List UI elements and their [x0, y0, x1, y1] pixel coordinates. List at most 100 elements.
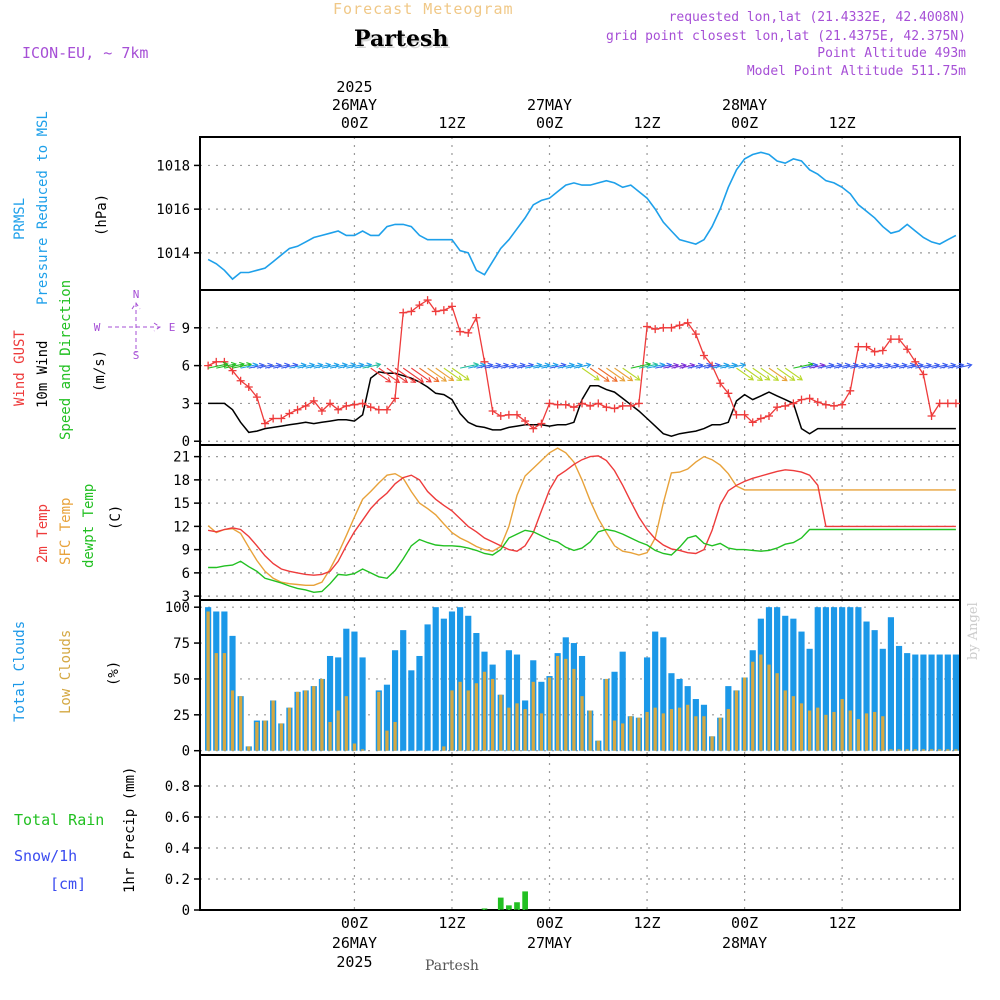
- low-cloud-bar: [848, 710, 852, 751]
- wind-gust-marker: [651, 325, 660, 334]
- temp-legend-2m: 2m Temp: [35, 504, 51, 563]
- y-tick-label: 0.8: [165, 779, 190, 795]
- wind-direction-arrow: [273, 364, 290, 369]
- wind-direction-arrow: [679, 364, 695, 369]
- y-tick-label: 1016: [156, 202, 190, 218]
- wind-gust-marker: [846, 386, 855, 395]
- low-cloud-bar: [230, 690, 235, 751]
- wind-gust-marker: [504, 410, 513, 419]
- compass-rose: [108, 302, 161, 353]
- low-cloud-bar: [612, 720, 617, 751]
- low-cloud-bar: [921, 749, 926, 751]
- low-cloud-bar: [295, 691, 300, 751]
- total-cloud-bar: [351, 631, 358, 751]
- total-cloud-bar: [643, 657, 651, 751]
- wind-gust-marker: [594, 399, 603, 408]
- wind-direction-arrow: [695, 364, 712, 369]
- wind-direction-arrow: [614, 367, 633, 382]
- wind-direction-arrowhead: [385, 377, 392, 383]
- wind-direction-arrow: [224, 363, 245, 369]
- temp-legend-dewpt: dewpt Temp: [81, 484, 97, 568]
- wind-direction-arrow: [939, 364, 956, 369]
- low-cloud-bar: [791, 696, 795, 751]
- wind-direction-arrow: [248, 364, 264, 369]
- compass-south: S: [133, 349, 140, 362]
- low-cloud-bar: [661, 713, 665, 751]
- wind-direction-arrow: [516, 364, 534, 369]
- wind-direction-arrow: [289, 364, 306, 369]
- wind-direction-arrow: [419, 367, 439, 383]
- top-time-tick-label: 00Z: [536, 114, 563, 132]
- wind-gust-marker: [326, 399, 335, 408]
- wind-direction-arrow: [825, 364, 842, 369]
- y-tick-label: 50: [173, 672, 190, 688]
- low-cloud-bar: [556, 655, 560, 751]
- wind-direction-arrow: [508, 364, 525, 369]
- wind-gust-marker: [716, 379, 725, 388]
- wind-direction-arrow: [427, 367, 447, 382]
- wind-direction-arrowhead: [634, 375, 641, 381]
- wind-gust-marker: [293, 405, 302, 414]
- low-cloud-bar: [450, 690, 454, 751]
- page-title: Partesh: [354, 26, 449, 52]
- low-cloud-bar: [263, 720, 267, 751]
- y-tick-label: 18: [173, 473, 190, 489]
- wind-direction-arrowhead: [789, 375, 796, 381]
- temp-sfc-line: [207, 447, 956, 586]
- low-cloud-bar: [539, 713, 544, 751]
- wind-gust-marker: [407, 307, 416, 316]
- wind-direction-arrowhead: [410, 377, 417, 383]
- wind-gust-marker: [951, 399, 960, 408]
- wind-gust-marker: [756, 414, 765, 423]
- wind-direction-arrow: [711, 364, 729, 369]
- low-cloud-bar: [352, 743, 357, 751]
- wind-direction-arrow: [500, 364, 517, 369]
- wind-direction-arrow: [671, 364, 687, 369]
- low-cloud-bar: [515, 703, 519, 751]
- wind-gust-marker: [618, 401, 627, 410]
- total-cloud-bar: [326, 655, 334, 751]
- low-cloud-bar: [621, 723, 625, 751]
- wind-gust-marker: [472, 313, 481, 322]
- precip-bar: [506, 905, 512, 910]
- total-cloud-bar: [448, 611, 456, 751]
- wind-direction-arrowhead: [433, 376, 440, 383]
- wind-gust-marker: [773, 403, 782, 412]
- low-cloud-bar: [255, 721, 259, 751]
- low-cloud-bar: [734, 690, 739, 751]
- wind-direction-arrowhead: [593, 375, 600, 381]
- wind-direction-arrow: [581, 367, 600, 381]
- wind-gust-marker: [870, 347, 879, 356]
- wind-direction-arrow: [882, 364, 899, 369]
- wind-direction-arrow: [549, 364, 566, 369]
- total-cloud-bar: [416, 655, 423, 751]
- low-cloud-bar: [442, 746, 446, 751]
- low-cloud-bar: [629, 716, 633, 751]
- wind-direction-arrowhead: [748, 375, 755, 381]
- wind-direction-arrow: [744, 367, 763, 381]
- wind-gust-marker: [927, 412, 936, 421]
- wind-gust-marker: [301, 401, 310, 410]
- wind-direction-arrow: [923, 364, 940, 369]
- low-cloud-bar: [840, 699, 844, 751]
- wind-direction-arrow: [915, 364, 932, 369]
- low-cloud-bar: [304, 690, 308, 751]
- wind-direction-arrowhead: [418, 377, 425, 383]
- wind-direction-arrow: [557, 364, 574, 369]
- panel-frame: [199, 136, 961, 291]
- low-cloud-bar: [938, 749, 942, 751]
- total-cloud-bar: [904, 653, 911, 751]
- wind-gust-marker: [740, 410, 749, 419]
- total-cloud-bar: [822, 607, 829, 751]
- bottom-year-label: 2025: [336, 953, 372, 971]
- wind-direction-arrow: [411, 367, 432, 383]
- wind-direction-arrow: [850, 364, 867, 369]
- wind-direction-arrow: [809, 364, 825, 369]
- wind-gust-marker: [277, 414, 286, 423]
- low-cloud-bar: [751, 661, 755, 751]
- wind-direction-arrow: [573, 364, 591, 369]
- total-cloud-bar: [839, 607, 846, 751]
- wind-direction-arrow: [817, 364, 834, 369]
- wind-direction-arrow: [281, 364, 298, 369]
- low-cloud-bar: [279, 723, 283, 751]
